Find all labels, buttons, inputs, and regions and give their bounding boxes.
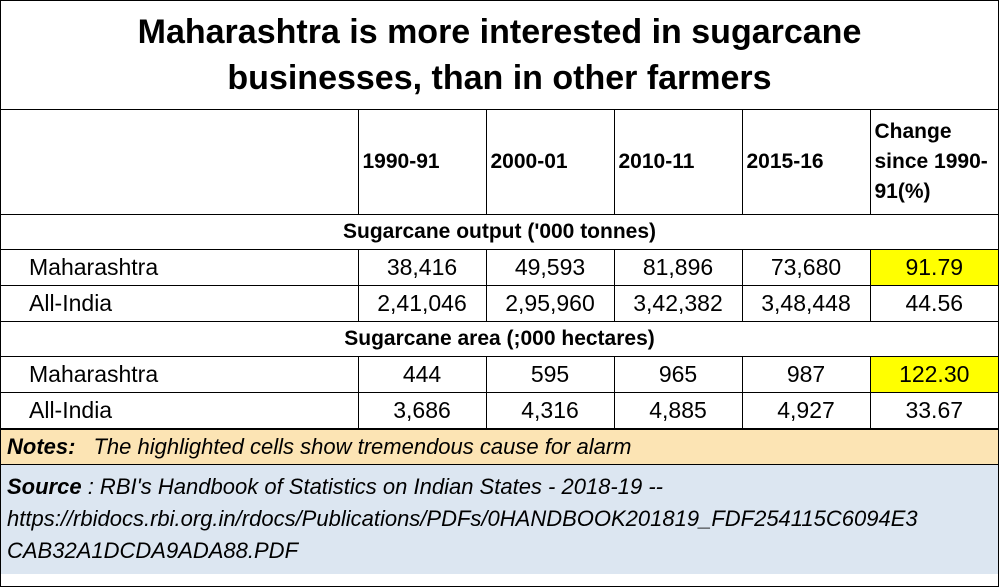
change-header-line: Change [874, 120, 952, 143]
notes-text: The highlighted cells show tremendous ca… [93, 434, 632, 459]
section-row: Sugarcane output ('000 tonnes) [1, 214, 998, 250]
column-header-change: Change since 1990- 91(%) [869, 110, 998, 215]
section-label: Sugarcane output ('000 tonnes) [1, 214, 998, 250]
column-header: 2000-01 [485, 110, 615, 215]
title-line-2: businesses, than in other farmers [227, 59, 772, 97]
table-cell: 4,927 [741, 392, 871, 429]
table-row: All-India 2,41,046 2,95,960 3,42,382 3,4… [1, 285, 998, 322]
source-line: Source : RBI's Handbook of Statistics on… [7, 471, 992, 503]
change-cell-highlighted: 91.79 [869, 249, 998, 286]
column-header: 2010-11 [613, 110, 743, 215]
row-label: Maharashtra [1, 249, 359, 286]
header-empty-cell [1, 110, 359, 215]
table-cell: 965 [613, 356, 743, 393]
source-url-line: CAB32A1DCDA9ADA88.PDF [7, 538, 299, 563]
section-label: Sugarcane area (;000 hectares) [1, 321, 998, 357]
title-line-1: Maharashtra is more interested in sugarc… [137, 13, 862, 51]
table-cell: 2,41,046 [357, 285, 487, 322]
change-header-line: 91(%) [874, 180, 931, 203]
source-label: Source [7, 474, 82, 499]
row-label: Maharashtra [1, 356, 359, 393]
change-header-line: since 1990- [874, 150, 988, 173]
table-cell: 3,686 [357, 392, 487, 429]
change-cell: 44.56 [869, 285, 998, 322]
column-header: 1990-91 [357, 110, 487, 215]
table-cell: 3,48,448 [741, 285, 871, 322]
table-cell: 4,885 [613, 392, 743, 429]
source-text: : RBI's Handbook of Statistics on Indian… [81, 474, 663, 499]
table-cell: 49,593 [485, 249, 615, 286]
row-label: All-India [1, 392, 359, 429]
table-cell: 38,416 [357, 249, 487, 286]
table-cell: 4,316 [485, 392, 615, 429]
table-row: Maharashtra 38,416 49,593 81,896 73,680 … [1, 249, 998, 286]
row-label: All-India [1, 285, 359, 322]
notes-bar: Notes: The highlighted cells show tremen… [1, 429, 998, 465]
table-cell: 595 [485, 356, 615, 393]
header-row: 1990-91 2000-01 2010-11 2015-16 Change s… [1, 110, 998, 215]
change-cell-highlighted: 122.30 [869, 356, 998, 393]
change-cell: 33.67 [869, 392, 998, 429]
table-cell: 3,42,382 [613, 285, 743, 322]
table-cell: 444 [357, 356, 487, 393]
table-cell: 2,95,960 [485, 285, 615, 322]
table-cell: 73,680 [741, 249, 871, 286]
column-header: 2015-16 [741, 110, 871, 215]
data-table: 1990-91 2000-01 2010-11 2015-16 Change s… [1, 110, 998, 429]
page-title: Maharashtra is more interested in sugarc… [1, 1, 998, 110]
source-url-line: https://rbidocs.rbi.org.in/rdocs/Publica… [7, 506, 918, 531]
notes-label: Notes: [7, 434, 76, 459]
table-row: Maharashtra 444 595 965 987 122.30 [1, 356, 998, 393]
section-row: Sugarcane area (;000 hectares) [1, 321, 998, 357]
table-cell: 81,896 [613, 249, 743, 286]
table-cell: 987 [741, 356, 871, 393]
table-row: All-India 3,686 4,316 4,885 4,927 33.67 [1, 392, 998, 429]
source-box: Source : RBI's Handbook of Statistics on… [1, 465, 998, 574]
